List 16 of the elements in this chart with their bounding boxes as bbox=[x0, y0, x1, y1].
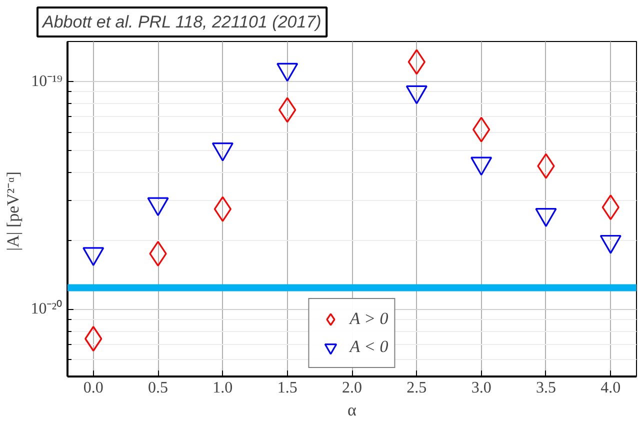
legend-label: A > 0 bbox=[350, 309, 388, 329]
y-tick-label: 10⁻²⁰ bbox=[30, 300, 62, 318]
x-tick-label: 3.5 bbox=[536, 380, 556, 396]
x-tick-label: 1.0 bbox=[212, 380, 233, 396]
x-tick-label: 3.0 bbox=[471, 380, 492, 396]
x-tick-label: 4.0 bbox=[600, 380, 621, 396]
x-tick-label: 2.0 bbox=[342, 380, 362, 396]
y-axis-title: |A| [peV²⁻ᵅ] bbox=[4, 171, 23, 251]
x-axis-title: α bbox=[348, 400, 357, 420]
x-tick-label: 0.0 bbox=[83, 380, 104, 396]
x-tick-label: 0.5 bbox=[148, 380, 168, 396]
text: Abbott et al. PRL 118, 221101 (2017) bbox=[42, 12, 322, 32]
legend-label: A < 0 bbox=[350, 337, 388, 357]
x-tick-label: 1.5 bbox=[277, 380, 298, 396]
y-tick-label: 10⁻¹⁹ bbox=[31, 73, 63, 90]
x-tick-label: 2.5 bbox=[406, 380, 427, 396]
